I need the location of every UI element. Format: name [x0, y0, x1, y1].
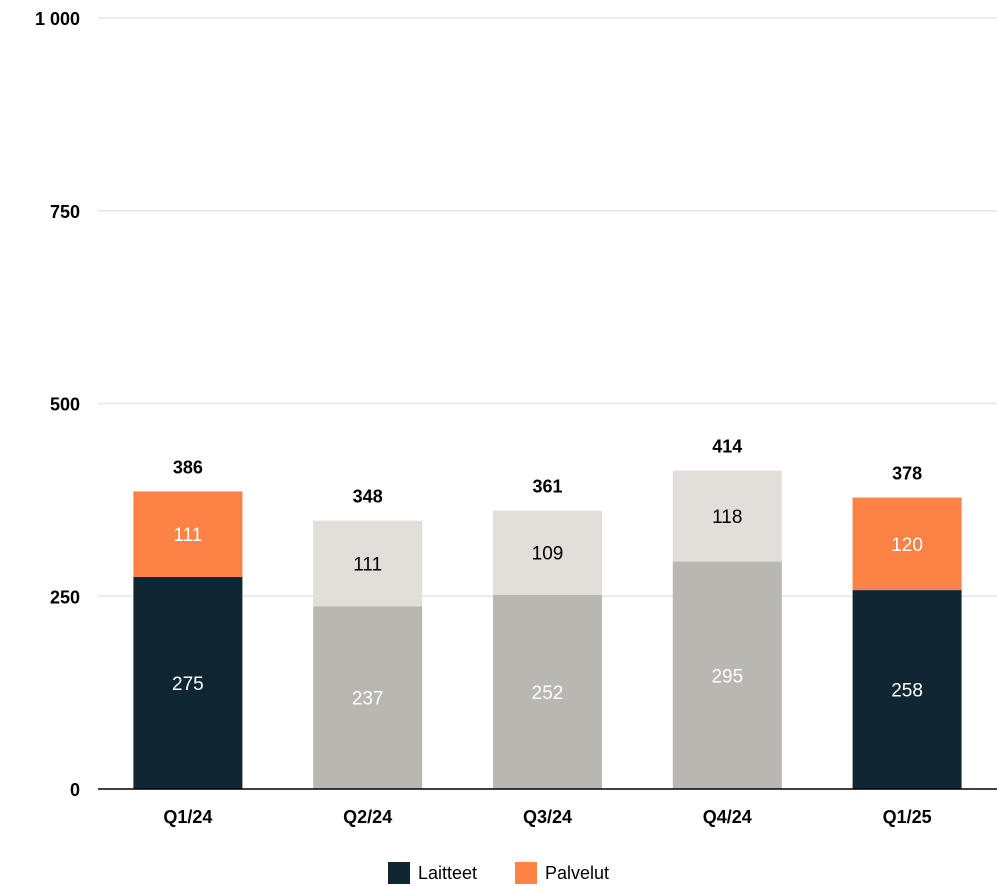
- bar-laitteet-q1-24: [133, 576, 243, 789]
- data-label: 258: [891, 681, 923, 702]
- total-label: 361: [532, 477, 562, 497]
- bar-laitteet-q2-24: [313, 606, 423, 789]
- data-label: 237: [352, 689, 384, 710]
- x-tick-label: Q3/24: [523, 807, 572, 827]
- total-label: 414: [712, 437, 742, 457]
- total-label: 378: [892, 464, 922, 484]
- legend-item-palvelut: Palvelut: [515, 862, 609, 884]
- x-tick-label: Q1/25: [883, 807, 932, 827]
- bar-palvelut-q4-24: [672, 470, 782, 562]
- data-label: 109: [532, 544, 564, 565]
- y-tick-label: 1 000: [35, 9, 80, 29]
- x-tick-label: Q1/24: [163, 807, 212, 827]
- data-label: 295: [711, 666, 743, 687]
- legend-label-laitteet: Laitteet: [417, 862, 477, 883]
- x-tick-label: Q4/24: [703, 807, 752, 827]
- bar-palvelut-q2-24: [313, 520, 423, 607]
- total-label: 386: [173, 457, 203, 477]
- legend-item-laitteet: Laitteet: [387, 862, 477, 884]
- x-axis: Q1/24 Q2/24 Q3/24 Q4/24 Q1/25: [98, 788, 997, 827]
- bar-laitteet-q1-25: [852, 590, 962, 789]
- data-label: 118: [712, 507, 742, 528]
- bar-laitteet-q3-24: [493, 594, 602, 789]
- total-label: 348: [353, 487, 383, 507]
- bar-laitteet-q4-24: [672, 561, 782, 789]
- y-tick-label: 0: [70, 780, 80, 800]
- bar-palvelut-q3-24: [493, 510, 602, 595]
- legend-swatch-palvelut: [515, 862, 537, 884]
- legend: Laitteet Palvelut: [0, 862, 997, 884]
- bar-palvelut-q1-24: [133, 491, 243, 577]
- bars: 275 111 386 237 111 348 252 109 361 295 118 414 258 1…: [133, 437, 962, 789]
- y-tick-label: 250: [50, 587, 80, 607]
- y-tick-label: 750: [50, 202, 80, 222]
- y-axis: 0 250 500 750 1 000: [35, 9, 80, 800]
- data-label: 120: [891, 535, 923, 556]
- x-tick-label: Q2/24: [343, 807, 392, 827]
- y-tick-label: 500: [50, 395, 80, 415]
- data-label: 111: [173, 525, 202, 546]
- bar-palvelut-q1-25: [852, 497, 962, 591]
- data-label: 275: [172, 674, 204, 695]
- data-label: 252: [532, 683, 564, 704]
- data-label: 111: [353, 554, 382, 575]
- legend-swatch-laitteet: [387, 862, 410, 884]
- legend-label-palvelut: Palvelut: [545, 862, 610, 883]
